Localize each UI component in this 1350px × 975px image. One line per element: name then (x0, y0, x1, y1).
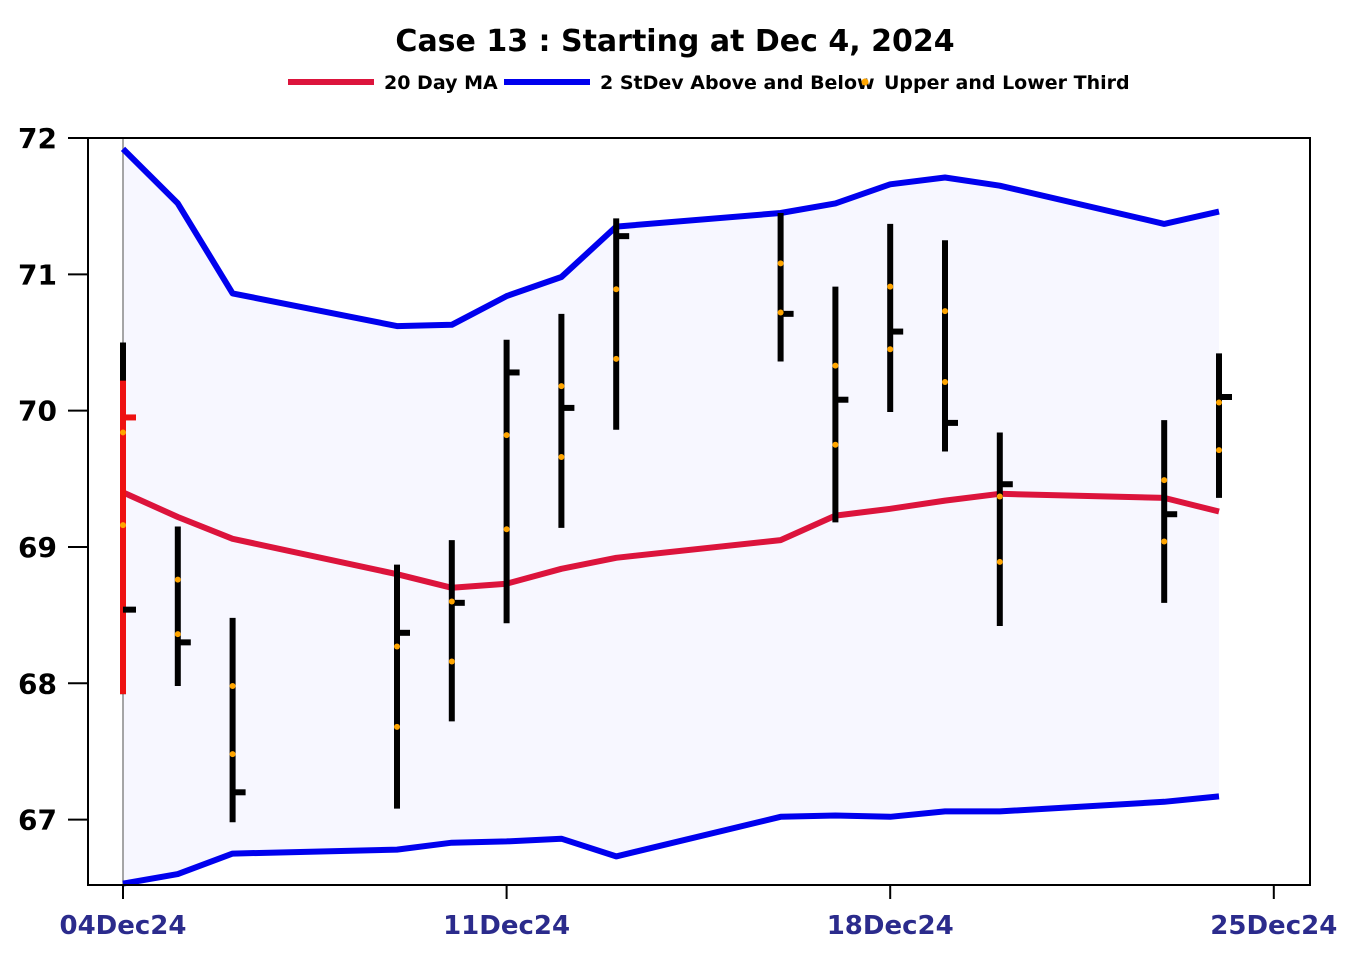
price-bar (777, 212, 794, 362)
upper-third-dot (1161, 477, 1168, 484)
price-bar (174, 526, 191, 686)
upper-third-dot (120, 429, 126, 436)
upper-third-dot (394, 643, 400, 650)
upper-third-dot (1216, 399, 1222, 406)
lower-third-dot (174, 631, 181, 638)
lower-third-dot (229, 751, 236, 758)
band-fill (123, 148, 1219, 884)
upper-third-dot (503, 432, 510, 439)
lower-third-dot (613, 355, 620, 362)
lower-third-dot (832, 441, 839, 448)
lower-third-dot (887, 346, 894, 353)
lower-third-dot (942, 379, 948, 386)
lower-third-dot (503, 526, 510, 533)
price-bar (120, 342, 136, 695)
lower-third-dot (120, 522, 126, 529)
upper-third-dot (613, 286, 620, 293)
x-tick-label: 11Dec24 (443, 911, 570, 941)
legend-swatch-thirds (861, 78, 869, 86)
price-bar (448, 540, 465, 722)
x-tick-label: 25Dec24 (1210, 911, 1337, 941)
y-tick-label: 70 (18, 395, 57, 428)
price-bar (394, 564, 410, 809)
y-tick-label: 68 (18, 667, 57, 700)
lower-third-dot (777, 309, 784, 316)
y-axis: 67 68 69 70 71 72 (18, 122, 88, 837)
legend: 20 Day MA 2 StDev Above and Below Upper … (288, 72, 1130, 94)
lower-third-dot (394, 723, 400, 730)
lower-third-dot (1161, 538, 1168, 545)
upper-third-dot (174, 576, 181, 583)
lower-band-line (122, 793, 1220, 887)
price-bars (120, 212, 1232, 823)
upper-third-dot (777, 260, 784, 267)
price-bar (996, 432, 1013, 627)
upper-third-dot (229, 682, 236, 689)
y-tick-label: 67 (18, 804, 57, 837)
price-bar (942, 240, 958, 452)
x-tick-label: 04Dec24 (60, 911, 187, 941)
upper-third-dot (942, 308, 948, 315)
price-bar (832, 286, 849, 523)
price-bar (229, 617, 246, 823)
legend-label-ma: 20 Day MA (384, 72, 498, 94)
price-bar (1216, 353, 1232, 498)
x-tick-label: 18Dec24 (827, 911, 954, 941)
upper-third-dot (448, 598, 455, 605)
ma-line (121, 489, 1220, 591)
price-bar (1161, 420, 1178, 603)
lower-third-dot (558, 453, 565, 460)
upper-third-dot (887, 283, 894, 290)
plot-background (122, 138, 1219, 885)
upper-third-dot (832, 362, 839, 369)
y-tick-label: 72 (18, 122, 57, 155)
chart-title: Case 13 : Starting at Dec 4, 2024 (395, 24, 954, 59)
lower-third-dot (1216, 447, 1222, 454)
legend-label-thirds: Upper and Lower Third (884, 72, 1130, 94)
x-axis: 04Dec24 11Dec24 18Dec24 25Dec24 (60, 885, 1337, 941)
plot-frame (87, 137, 1311, 886)
plot-border (87, 137, 1311, 886)
upper-third-dot (558, 383, 565, 390)
lower-third-dot (448, 658, 455, 665)
upper-third-dot (996, 493, 1003, 500)
price-bar (503, 339, 520, 624)
price-bar (558, 313, 575, 528)
price-bar (887, 223, 904, 412)
lower-third-dot (996, 558, 1003, 565)
y-tick-label: 71 (18, 258, 57, 291)
y-tick-label: 69 (18, 531, 57, 564)
legend-label-band: 2 StDev Above and Below (600, 72, 875, 94)
price-bar (613, 218, 630, 430)
